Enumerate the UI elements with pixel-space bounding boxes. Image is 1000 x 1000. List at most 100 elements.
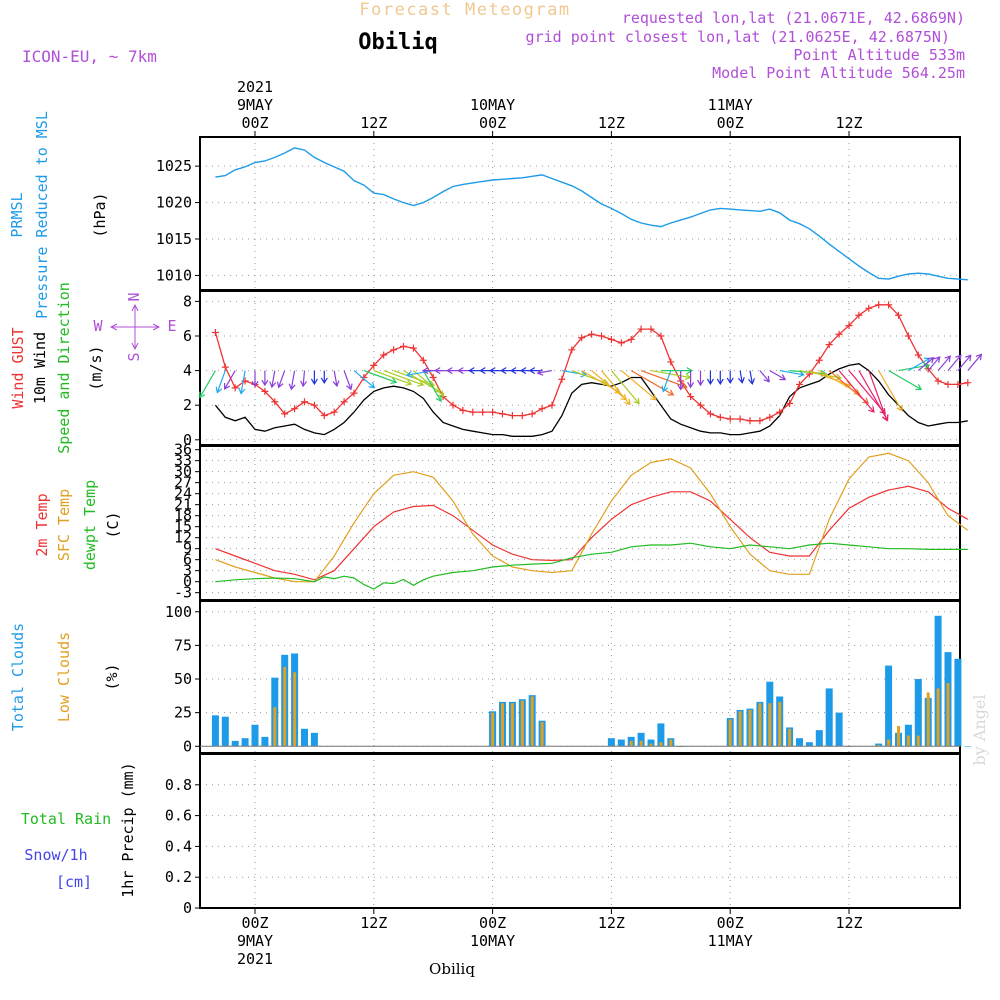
y-tick-label: 15 bbox=[174, 518, 192, 536]
low-cloud-bar bbox=[520, 700, 524, 747]
wind-direction-arrow bbox=[536, 368, 553, 376]
wind-direction-arrow bbox=[937, 355, 951, 371]
gust-marker bbox=[538, 405, 546, 413]
wind-direction-arrow bbox=[957, 354, 972, 371]
gust-marker bbox=[627, 335, 635, 343]
time-label-bottom: 9MAY bbox=[237, 932, 273, 950]
panel-frame bbox=[199, 136, 961, 291]
low-cloud-bar bbox=[778, 701, 782, 747]
gust-marker bbox=[697, 401, 704, 409]
wind-direction-arrow bbox=[620, 370, 657, 401]
footer-station: Obiliq bbox=[429, 960, 475, 978]
low-cloud-bar bbox=[887, 739, 891, 747]
total-cloud-bar bbox=[607, 738, 615, 747]
time-label-bottom: 12Z bbox=[360, 914, 387, 932]
time-label-top: 00Z bbox=[479, 114, 506, 132]
y-tick-label: 24 bbox=[174, 485, 192, 503]
y-tick-label: 0.6 bbox=[165, 807, 192, 825]
gust-marker bbox=[568, 346, 576, 354]
y-tick-label: 33 bbox=[174, 452, 192, 470]
gust-marker bbox=[409, 344, 417, 352]
gust-marker bbox=[271, 398, 279, 406]
pressure-axis-label: (hPa) bbox=[91, 192, 109, 237]
time-label-bottom: 00Z bbox=[241, 914, 268, 932]
total-cloud-bar bbox=[815, 730, 823, 747]
wind-direction-arrow bbox=[610, 370, 640, 405]
gust-marker bbox=[865, 304, 873, 312]
gust-marker bbox=[607, 335, 615, 343]
y-tick-label: 27 bbox=[174, 474, 192, 492]
wind-direction-arrow bbox=[769, 370, 787, 381]
station-title: Obiliq bbox=[358, 30, 437, 55]
total-rain-label: Total Rain bbox=[21, 810, 111, 828]
time-label-bottom: 12Z bbox=[835, 914, 862, 932]
gust-marker bbox=[954, 380, 962, 388]
gust-marker bbox=[310, 401, 318, 409]
panel-frame bbox=[199, 753, 961, 909]
y-tick-label: 18 bbox=[174, 507, 192, 525]
precip-axis-label: 1hr Precip (mm) bbox=[119, 762, 137, 897]
gust-marker bbox=[301, 398, 308, 406]
cloud-axis-label: (%) bbox=[103, 663, 121, 690]
gust-marker bbox=[726, 415, 734, 423]
total-cloud-bar bbox=[647, 739, 655, 747]
gust-marker bbox=[904, 332, 912, 340]
wind-direction-arrow bbox=[288, 370, 296, 391]
wind-speed-line bbox=[214, 363, 968, 437]
wind-direction-arrow bbox=[838, 370, 875, 413]
low-cloud-bar bbox=[788, 728, 792, 747]
low-cloud-bar bbox=[906, 735, 910, 747]
gust-marker bbox=[370, 361, 378, 369]
low-cloud-bar bbox=[946, 683, 950, 747]
wind-direction-arrow bbox=[300, 370, 308, 388]
total-cloud-bar bbox=[301, 728, 308, 747]
low-cloud-bar bbox=[530, 696, 534, 747]
gust-marker bbox=[895, 311, 902, 319]
temp-2m-line bbox=[215, 485, 969, 581]
y-tick-label: 75 bbox=[174, 636, 192, 654]
y-tick-label: 36 bbox=[174, 441, 192, 459]
wind-direction-arrow bbox=[687, 370, 695, 389]
y-tick-label: 1015 bbox=[156, 230, 192, 248]
compass-ns-arrow bbox=[131, 303, 139, 351]
wind-direction-arrow bbox=[238, 370, 246, 395]
wind-direction-arrow bbox=[917, 356, 935, 372]
gust-marker bbox=[756, 417, 764, 425]
gust-marker bbox=[350, 389, 358, 397]
y-tick-label: 0 bbox=[183, 431, 192, 449]
wind-direction-arrow bbox=[696, 370, 705, 387]
gust-marker bbox=[736, 415, 744, 423]
time-label-top: 12Z bbox=[360, 114, 387, 132]
low-cloud-bar bbox=[501, 703, 504, 747]
wind-direction-arrow bbox=[947, 354, 962, 371]
wind-direction-arrow bbox=[748, 370, 755, 385]
gust-marker bbox=[528, 410, 536, 418]
gust-marker bbox=[845, 322, 853, 330]
wind-direction-arrow bbox=[353, 370, 376, 389]
y-tick-label: 21 bbox=[174, 496, 192, 514]
total-cloud-bar bbox=[885, 665, 893, 747]
compass-s: S bbox=[125, 352, 143, 361]
gust-marker bbox=[469, 408, 477, 416]
time-label-top: 00Z bbox=[241, 114, 268, 132]
low-cloud-bar bbox=[510, 703, 514, 747]
wind-direction-arrow bbox=[332, 370, 340, 388]
snow-unit-label: [cm] bbox=[56, 873, 92, 891]
low-cloud-bar bbox=[639, 740, 643, 747]
gust-marker bbox=[934, 377, 942, 385]
wind-direction-arrow bbox=[422, 370, 442, 403]
total-cloud-bar bbox=[310, 732, 318, 747]
wind-direction-arrow bbox=[373, 370, 413, 386]
wind-direction-arrow bbox=[726, 370, 734, 385]
gust-marker bbox=[687, 393, 695, 401]
plot-area: 101010151020102502468-303691215182124273… bbox=[8, 78, 983, 968]
gust-marker bbox=[261, 387, 269, 395]
gust-marker bbox=[657, 332, 665, 340]
wind-direction-arrow bbox=[383, 370, 425, 387]
low-cloud-bar bbox=[669, 739, 673, 747]
gust-marker bbox=[479, 408, 487, 416]
wind-direction-arrow bbox=[591, 370, 628, 401]
gust-marker bbox=[667, 358, 675, 366]
